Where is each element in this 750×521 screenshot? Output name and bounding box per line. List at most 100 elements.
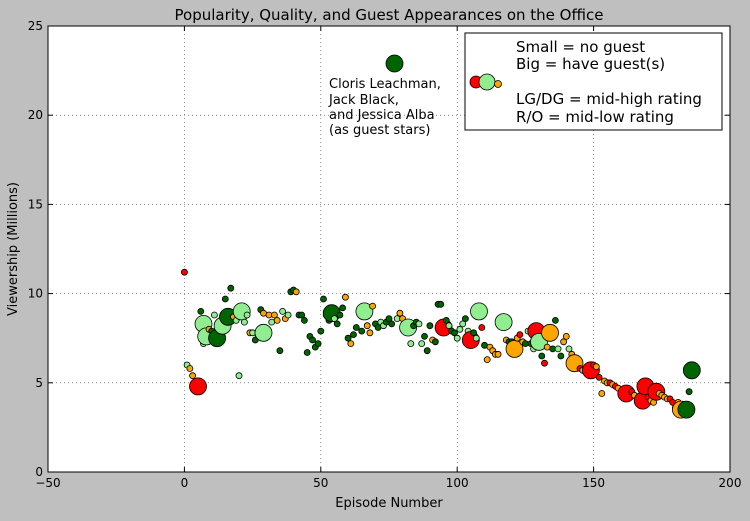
scatter-point xyxy=(543,343,551,351)
scatter-point xyxy=(557,352,565,360)
scatter-point xyxy=(284,311,292,319)
scatter-point xyxy=(598,390,606,397)
scatter-point xyxy=(478,324,486,331)
x-axis-label: Episode Number xyxy=(335,496,443,511)
scatter-point xyxy=(235,372,243,380)
scatter-point xyxy=(350,331,357,339)
y-tick-label: 20 xyxy=(28,108,43,122)
scatter-point xyxy=(470,329,478,337)
scatter-point xyxy=(189,372,197,380)
scatter-point xyxy=(320,295,327,303)
scatter-point xyxy=(270,311,278,319)
annotation-line-4: (as guest stars) xyxy=(329,123,430,138)
legend-line-4: LG/DG = mid-high rating xyxy=(516,90,702,108)
scatter-point xyxy=(309,336,317,344)
scatter-point xyxy=(560,338,567,346)
scatter-point xyxy=(554,345,562,353)
scatter-point xyxy=(437,300,445,308)
scatter-point xyxy=(423,347,431,355)
data-points xyxy=(180,54,701,419)
scatter-point xyxy=(352,324,360,331)
scatter-point xyxy=(300,316,308,324)
x-tick-label: 0 xyxy=(181,476,189,490)
scatter-point xyxy=(330,315,338,323)
scatter-point xyxy=(483,356,491,364)
annotation-line-2: Jack Black, xyxy=(328,93,399,108)
guest-star-point xyxy=(385,54,404,73)
scatter-point xyxy=(254,323,273,342)
scatter-point xyxy=(189,377,207,396)
scatter-point xyxy=(366,329,374,337)
scatter-point xyxy=(243,311,251,319)
legend-orange-marker xyxy=(494,80,502,88)
scatter-point xyxy=(276,347,284,355)
scatter-point xyxy=(396,309,404,317)
guest-star-annotation: Cloris Leachman, Jack Black, and Jessica… xyxy=(328,77,441,138)
scatter-point xyxy=(494,350,502,358)
scatter-point xyxy=(210,311,218,319)
annotation-line-3: and Jessica Alba xyxy=(329,108,435,123)
scatter-point xyxy=(268,318,276,326)
chart-title: Popularity, Quality, and Guest Appearanc… xyxy=(175,6,604,24)
scatter-point xyxy=(180,268,188,276)
scatter-point xyxy=(221,295,229,303)
y-axis-label: Viewership (Millions) xyxy=(6,182,21,316)
scatter-point xyxy=(459,320,467,328)
scatter-point xyxy=(421,332,428,340)
annotation-line-1: Cloris Leachman, xyxy=(329,77,441,92)
scatter-point xyxy=(186,365,194,372)
legend-lightgreen-marker xyxy=(478,73,496,91)
legend: Small = no guest Big = have guest(s) LG/… xyxy=(464,32,723,131)
scatter-point xyxy=(453,334,461,342)
legend-line-2: Big = have guest(s) xyxy=(516,55,665,73)
scatter-point xyxy=(538,352,546,360)
scatter-point xyxy=(595,373,603,381)
scatter-point xyxy=(314,340,322,348)
scatter-point xyxy=(369,302,377,310)
scatter-point xyxy=(442,316,450,324)
scatter-point xyxy=(240,318,248,326)
y-tick-label: 5 xyxy=(35,376,43,390)
x-tick-label: 50 xyxy=(313,476,328,490)
legend-line-5: R/O = mid-low rating xyxy=(516,108,674,126)
legend-line-1: Small = no guest xyxy=(516,38,645,56)
y-tick-label: 25 xyxy=(28,19,43,33)
plot-frame xyxy=(47,25,731,473)
scatter-point xyxy=(522,340,529,348)
scatter-point xyxy=(541,359,548,367)
scatter-point xyxy=(494,313,513,332)
scatter-point xyxy=(197,307,205,315)
y-tick-label: 15 xyxy=(28,197,43,211)
x-tick-label: 150 xyxy=(582,476,605,490)
scatter-point xyxy=(317,327,325,335)
scatter-point xyxy=(418,340,426,348)
scatter-point xyxy=(682,361,701,380)
scatter-point xyxy=(552,316,559,324)
scatter-point xyxy=(472,334,480,342)
scatter-point xyxy=(685,388,693,396)
y-tick-label: 10 xyxy=(28,287,43,301)
scatter-point xyxy=(303,349,311,356)
scatter-point xyxy=(431,338,439,346)
scatter-point xyxy=(273,316,281,324)
y-tick-label: 0 xyxy=(35,465,43,479)
scatter-point xyxy=(541,323,559,342)
scatter-point xyxy=(279,307,287,315)
scatter-point xyxy=(363,322,371,330)
scatter-point xyxy=(426,322,434,330)
x-tick-label: −50 xyxy=(35,476,60,490)
scatter-point xyxy=(336,311,344,319)
scatter-point xyxy=(461,315,469,323)
scatter-point xyxy=(388,320,396,328)
x-tick-label: 200 xyxy=(719,476,742,490)
legend-box xyxy=(464,32,723,131)
scatter-point xyxy=(355,302,374,321)
x-tick-label: 100 xyxy=(446,476,469,490)
scatter-point xyxy=(385,315,393,323)
scatter-point xyxy=(451,329,458,337)
scatter-point xyxy=(445,322,453,330)
scatter-point xyxy=(592,363,600,371)
